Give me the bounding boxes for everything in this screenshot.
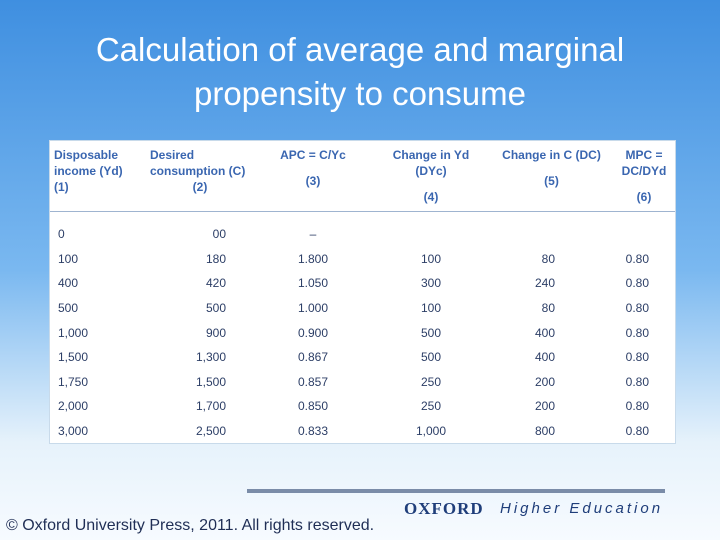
table-cell: 1,000 (415, 424, 447, 439)
column-header-label: Change in C (DC) (502, 148, 601, 162)
column-header-mpc: MPC = DC/DYd (6) (613, 141, 675, 212)
table-header-row: Disposable income (Yd) (1) Desired consu… (50, 141, 675, 212)
table-cell: 0.80 (625, 374, 649, 389)
table-cell: 2,000 (58, 399, 89, 414)
table-row: 1,000 900 0.900 500 400 0.80 (50, 320, 675, 345)
slide-title: Calculation of average and marginal prop… (40, 28, 680, 116)
table-row: 0 00 – (50, 212, 675, 247)
column-header-label: Change in Yd (DYc) (392, 148, 470, 178)
table-cell: 1.800 (297, 251, 329, 266)
table-cell: 100 (58, 251, 79, 266)
table-cell: 300 (420, 276, 442, 291)
column-header-number: (4) (423, 190, 439, 204)
table-body: 0 00 – 100 180 1.800 100 80 0.80 400 420… (50, 212, 675, 444)
table-cell: 0.80 (625, 325, 649, 340)
table-cell: 80 (541, 301, 555, 316)
table-cell: 0.80 (625, 301, 649, 316)
table-cell: 2,500 (195, 424, 226, 439)
table-cell: 80 (541, 251, 555, 266)
table-cell: 0.857 (297, 374, 329, 389)
column-header-apc: APC = C/Yc (3) (254, 141, 372, 212)
table-cell: 0.833 (297, 424, 329, 439)
table-cell: 1,000 (58, 325, 89, 340)
table-cell: 250 (420, 399, 442, 414)
footer-divider (247, 489, 665, 493)
higher-education-tagline: Higher Education (500, 500, 664, 517)
table-cell: 500 (205, 301, 226, 316)
table-cell: 500 (420, 325, 442, 340)
table-cell: 400 (58, 276, 79, 291)
consumption-table: Disposable income (Yd) (1) Desired consu… (50, 141, 675, 443)
table-cell: 1.000 (297, 301, 329, 316)
column-header-number: (2) (192, 180, 208, 194)
column-header-number: (6) (636, 190, 652, 204)
column-header-change-in-yd: Change in Yd (DYc) (4) (372, 141, 490, 212)
table-cell: 200 (534, 399, 555, 414)
table-cell: 0.80 (625, 350, 649, 365)
table-row: 1,750 1,500 0.857 250 200 0.80 (50, 370, 675, 395)
consumption-table-panel: Disposable income (Yd) (1) Desired consu… (50, 141, 675, 443)
table-cell: 400 (534, 325, 555, 340)
table-cell: 1,500 (58, 350, 89, 365)
table-row: 1,500 1,300 0.867 500 400 0.80 (50, 345, 675, 370)
table-row: 500 500 1.000 100 80 0.80 (50, 296, 675, 321)
table-cell: 1,750 (58, 374, 89, 389)
column-header-number: (3) (305, 174, 321, 188)
table-cell (372, 212, 490, 247)
table-cell: 100 (420, 251, 442, 266)
table-cell: 400 (534, 350, 555, 365)
column-header-label: Disposable income (Yd) (54, 148, 123, 178)
table-row: 400 420 1.050 300 240 0.80 (50, 271, 675, 296)
table-cell: 3,000 (58, 424, 89, 439)
table-cell: 420 (205, 276, 226, 291)
table-cell: 500 (58, 301, 79, 316)
table-cell: 800 (534, 424, 555, 439)
table-cell: 1,700 (195, 399, 226, 414)
column-header-change-in-c: Change in C (DC) (5) (490, 141, 613, 212)
table-cell: 0.850 (297, 399, 329, 414)
column-header-label: MPC = DC/DYd (621, 148, 667, 178)
table-cell: 0 (58, 227, 65, 242)
table-cell: – (309, 227, 317, 242)
table-cell: 0.900 (297, 325, 329, 340)
table-cell: 0.80 (625, 276, 649, 291)
slide-title-line-2: propensity to consume (193, 75, 526, 112)
column-header-desired-consumption: Desired consumption (C) (2) (146, 141, 254, 212)
column-header-number: (1) (54, 180, 69, 194)
column-header-label: APC = C/Yc (280, 148, 346, 162)
table-cell: 250 (420, 374, 442, 389)
table-cell (613, 212, 675, 247)
copyright-notice: © Oxford University Press, 2011. All rig… (6, 517, 375, 534)
table-cell: 500 (420, 350, 442, 365)
table-cell: 1.050 (297, 276, 329, 291)
table-row: 3,000 2,500 0.833 1,000 800 0.80 (50, 419, 675, 444)
column-header-label: Desired consumption (C) (150, 148, 246, 178)
table-cell: 0.867 (297, 350, 329, 365)
table-cell: 0.80 (625, 251, 649, 266)
table-cell: 200 (534, 374, 555, 389)
table-cell: 00 (212, 227, 226, 242)
table-cell: 1,500 (195, 374, 226, 389)
table-cell (490, 212, 613, 247)
table-cell: 0.80 (625, 399, 649, 414)
table-cell: 100 (420, 301, 442, 316)
table-cell: 0.80 (625, 424, 649, 439)
oxford-logo: OXFORD (404, 499, 484, 518)
column-header-number: (5) (544, 174, 559, 188)
table-cell: 1,300 (195, 350, 226, 365)
table-cell: 900 (205, 325, 226, 340)
table-row: 100 180 1.800 100 80 0.80 (50, 247, 675, 272)
table-cell: 240 (534, 276, 555, 291)
column-header-disposable-income: Disposable income (Yd) (1) (50, 141, 146, 212)
table-row: 2,000 1,700 0.850 250 200 0.80 (50, 394, 675, 419)
table-cell: 180 (205, 251, 226, 266)
slide-title-line-1: Calculation of average and marginal (95, 31, 625, 68)
